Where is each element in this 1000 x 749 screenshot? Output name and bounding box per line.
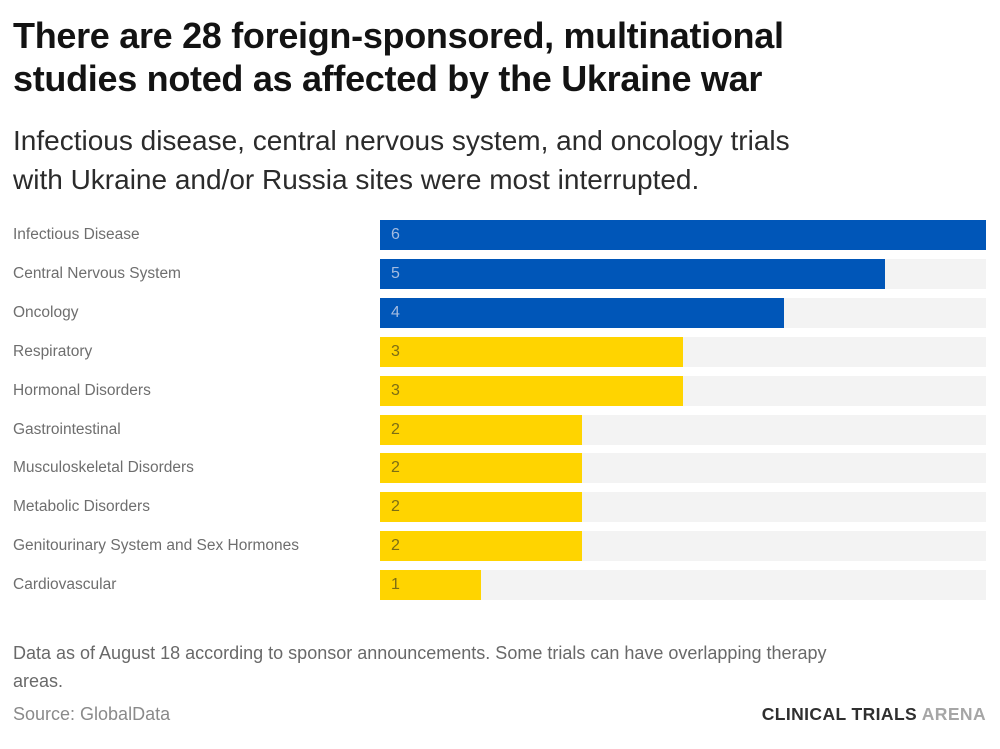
category-label: Central Nervous System bbox=[13, 264, 181, 282]
brand-primary: CLINICAL TRIALS bbox=[761, 703, 918, 724]
bar-track: 4 bbox=[380, 297, 986, 328]
page-title-line-1: There are 28 foreign-sponsored, multinat… bbox=[13, 15, 784, 56]
chart-row: Cardiovascular 1 bbox=[13, 566, 986, 605]
bar-value-label: 1 bbox=[391, 576, 400, 594]
bar-value-label: 2 bbox=[391, 459, 400, 477]
bar: 1 bbox=[380, 570, 481, 601]
bar-value-label: 2 bbox=[391, 498, 400, 516]
bar-value-label: 4 bbox=[391, 303, 400, 321]
bar: 2 bbox=[380, 492, 582, 523]
category-label: Genitourinary System and Sex Hormones bbox=[13, 537, 300, 555]
footnote-line-1: Data as of August 18 according to sponso… bbox=[13, 642, 827, 663]
bar-value-label: 2 bbox=[391, 537, 400, 555]
bar-value-label: 6 bbox=[391, 226, 400, 244]
chart-row: Metabolic Disorders 2 bbox=[13, 488, 986, 527]
bar: 4 bbox=[380, 297, 784, 328]
bar-track: 2 bbox=[380, 414, 986, 445]
bar: 5 bbox=[380, 258, 885, 289]
bar-track: 3 bbox=[380, 336, 986, 367]
footnote: Data as of August 18 according to sponso… bbox=[13, 639, 973, 695]
bar: 2 bbox=[380, 414, 582, 445]
bar-track: 6 bbox=[380, 220, 986, 251]
footer-row: Source: GlobalData CLINICAL TRIALS ARENA bbox=[13, 704, 986, 725]
bar-track: 2 bbox=[380, 492, 986, 523]
category-label: Hormonal Disorders bbox=[13, 381, 151, 399]
category-label: Gastrointestinal bbox=[13, 420, 121, 438]
bar-track: 3 bbox=[380, 375, 986, 406]
page-title: There are 28 foreign-sponsored, multinat… bbox=[13, 14, 986, 100]
category-label: Cardiovascular bbox=[13, 576, 117, 594]
bar: 2 bbox=[380, 453, 582, 484]
category-label: Infectious Disease bbox=[13, 226, 140, 244]
page-subtitle-line-1: Infectious disease, central nervous syst… bbox=[13, 125, 790, 157]
bar: 3 bbox=[380, 375, 683, 406]
brand-logo: CLINICAL TRIALS ARENA bbox=[762, 704, 986, 725]
bar-value-label: 2 bbox=[391, 420, 400, 438]
bar-value-label: 3 bbox=[391, 342, 400, 360]
chart-row: Genitourinary System and Sex Hormones 2 bbox=[13, 527, 986, 566]
category-label: Metabolic Disorders bbox=[13, 498, 150, 516]
footnote-line-2: areas. bbox=[13, 670, 64, 691]
bar: 3 bbox=[380, 336, 683, 367]
bar-track: 2 bbox=[380, 531, 986, 562]
category-label: Oncology bbox=[13, 303, 79, 321]
bar: 2 bbox=[380, 531, 582, 562]
chart-row: Infectious Disease 6 bbox=[13, 216, 986, 255]
chart-row: Hormonal Disorders 3 bbox=[13, 371, 986, 410]
category-label: Respiratory bbox=[13, 342, 93, 360]
chart-row: Oncology 4 bbox=[13, 293, 986, 332]
bar-value-label: 5 bbox=[391, 264, 400, 282]
category-label: Musculoskeletal Disorders bbox=[13, 459, 194, 477]
brand-secondary: ARENA bbox=[921, 703, 986, 724]
bar-value-label: 3 bbox=[391, 381, 400, 399]
chart-row: Gastrointestinal 2 bbox=[13, 410, 986, 449]
chart-row: Respiratory 3 bbox=[13, 332, 986, 371]
page-title-line-2: studies noted as affected by the Ukraine… bbox=[13, 58, 763, 100]
bar-track: 2 bbox=[380, 453, 986, 484]
bar-track: 1 bbox=[380, 570, 986, 601]
chart-row: Central Nervous System 5 bbox=[13, 255, 986, 294]
bar: 6 bbox=[380, 220, 986, 251]
bar-chart: Infectious Disease 6 Central Nervous Syste… bbox=[13, 216, 986, 605]
source-label: Source: GlobalData bbox=[13, 703, 171, 724]
page-subtitle-line-2: with Ukraine and/or Russia sites were mo… bbox=[13, 164, 700, 195]
chart-row: Musculoskeletal Disorders 2 bbox=[13, 449, 986, 488]
page-subtitle: Infectious disease, central nervous syst… bbox=[13, 122, 986, 199]
bar-track: 5 bbox=[380, 258, 986, 289]
